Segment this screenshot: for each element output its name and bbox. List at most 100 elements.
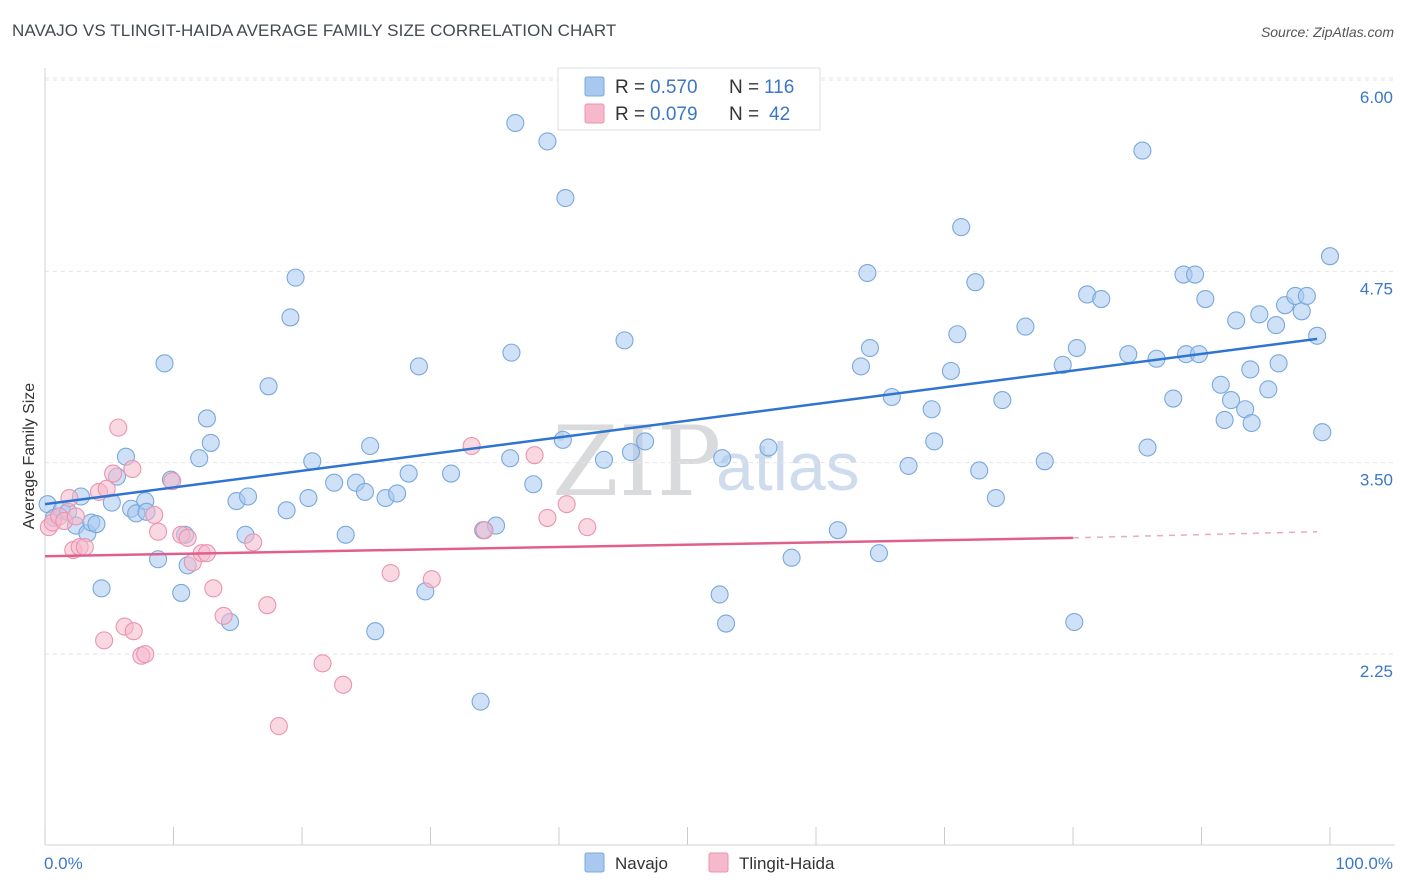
point-navajo-98 <box>1196 289 1215 309</box>
legend-r-value-tlingit-haida: 0.079 <box>650 104 698 125</box>
point-navajo-51 <box>501 449 520 468</box>
point-tlingit-haida-12 <box>104 464 123 483</box>
point-navajo-71 <box>882 387 901 407</box>
point-navajo-29 <box>238 487 258 506</box>
point-tlingit-haida-18 <box>136 645 155 664</box>
point-navajo-115 <box>1308 326 1327 345</box>
bottom-legend-label-navajo: Navajo <box>615 854 668 873</box>
point-tlingit-haida-8 <box>75 537 94 557</box>
point-navajo-72 <box>869 544 889 563</box>
point-navajo-108 <box>1259 380 1278 399</box>
point-tlingit-haida-39 <box>538 508 557 527</box>
point-tlingit-haida-32 <box>313 654 332 673</box>
point-navajo-43 <box>388 484 407 503</box>
point-navajo-75 <box>941 361 960 381</box>
point-navajo-63 <box>713 449 732 468</box>
y-axis-title: Average Family Size <box>21 383 38 530</box>
point-navajo-39 <box>355 482 375 501</box>
point-tlingit-haida-33 <box>334 675 353 694</box>
point-navajo-37 <box>336 525 355 544</box>
point-navajo-68 <box>851 357 871 376</box>
point-tlingit-haida-13 <box>109 418 128 437</box>
legend-swatch-tlingit-haida <box>584 103 605 124</box>
point-navajo-81 <box>986 488 1005 508</box>
point-navajo-100 <box>1211 375 1230 394</box>
point-navajo-56 <box>553 430 572 449</box>
point-navajo-103 <box>1227 311 1246 330</box>
point-navajo-25 <box>201 433 220 452</box>
point-navajo-113 <box>1292 302 1311 321</box>
point-tlingit-haida-31 <box>269 717 288 736</box>
y-tick-label-3: 6.00 <box>1360 88 1393 107</box>
legend-swatch-navajo <box>584 76 605 97</box>
legend-n-value-tlingit-haida: 42 <box>769 104 790 125</box>
point-navajo-58 <box>594 450 614 469</box>
point-tlingit-haida-19 <box>145 505 164 524</box>
point-tlingit-haida-15 <box>123 459 142 479</box>
point-navajo-59 <box>615 331 634 350</box>
point-tlingit-haida-37 <box>475 521 494 540</box>
legend-r-label-navajo: R = <box>615 77 645 98</box>
point-navajo-90 <box>1119 345 1138 364</box>
point-navajo-30 <box>259 377 278 396</box>
point-navajo-76 <box>948 325 967 344</box>
point-navajo-86 <box>1065 612 1084 632</box>
point-navajo-69 <box>858 263 877 283</box>
x-tick-label-min: 0.0% <box>44 854 83 873</box>
bottom-legend-swatch-navajo <box>584 852 605 873</box>
point-navajo-84 <box>1035 452 1054 471</box>
point-navajo-109 <box>1266 316 1286 335</box>
source-label: Source: ZipAtlas.com <box>1260 24 1394 40</box>
point-navajo-66 <box>782 548 801 567</box>
trend-lines <box>44 337 1318 558</box>
point-navajo-73 <box>899 456 918 475</box>
point-navajo-48 <box>471 692 490 711</box>
point-navajo-78 <box>925 432 944 451</box>
point-navajo-101 <box>1215 410 1234 430</box>
point-navajo-70 <box>860 338 880 358</box>
point-navajo-55 <box>538 132 557 151</box>
point-tlingit-haida-40 <box>557 495 576 514</box>
point-navajo-107 <box>1250 305 1269 324</box>
point-navajo-18 <box>155 354 174 373</box>
x-ticks <box>44 827 1331 845</box>
point-navajo-74 <box>922 400 941 419</box>
point-tlingit-haida-23 <box>178 528 197 547</box>
point-tlingit-haida-6 <box>66 507 85 526</box>
point-navajo-117 <box>1320 247 1340 266</box>
point-tlingit-haida-10 <box>95 631 114 650</box>
point-navajo-52 <box>502 343 521 362</box>
axes <box>44 68 1395 846</box>
point-tlingit-haida-4 <box>60 488 79 508</box>
point-navajo-53 <box>506 113 525 133</box>
point-navajo-116 <box>1313 423 1332 442</box>
point-navajo-24 <box>197 409 216 428</box>
point-navajo-82 <box>993 391 1012 410</box>
bottom-legend-label-tlingit-haida: Tlingit-Haida <box>739 854 835 873</box>
point-navajo-87 <box>1067 338 1086 358</box>
point-navajo-33 <box>286 268 305 287</box>
point-tlingit-haida-30 <box>258 596 277 615</box>
point-navajo-8 <box>87 515 106 534</box>
point-navajo-91 <box>1133 141 1152 160</box>
point-navajo-97 <box>1186 265 1205 284</box>
point-tlingit-haida-41 <box>578 518 597 537</box>
y-tick-labels: 2.25 3.50 4.75 6.00 <box>1360 88 1393 681</box>
watermark-atlas: atlas <box>716 429 860 505</box>
point-navajo-77 <box>952 218 971 237</box>
point-navajo-41 <box>366 622 385 641</box>
x-tick-label-max: 100.0% <box>1335 854 1393 873</box>
point-navajo-40 <box>361 436 380 456</box>
legend-n-label-navajo: N = <box>729 77 759 98</box>
point-navajo-62 <box>710 585 729 604</box>
point-navajo-23 <box>190 449 209 468</box>
point-navajo-79 <box>966 273 985 292</box>
y-tick-label-2: 4.75 <box>1360 279 1393 298</box>
point-navajo-47 <box>442 464 461 483</box>
point-navajo-54 <box>524 475 543 494</box>
top-legend: R = 0.570 N = 116 R = 0.079 N = 42 <box>557 67 821 131</box>
point-tlingit-haida-35 <box>422 570 441 589</box>
trend-line-navajo <box>44 337 1318 506</box>
legend-n-value-navajo: 116 <box>764 77 794 98</box>
